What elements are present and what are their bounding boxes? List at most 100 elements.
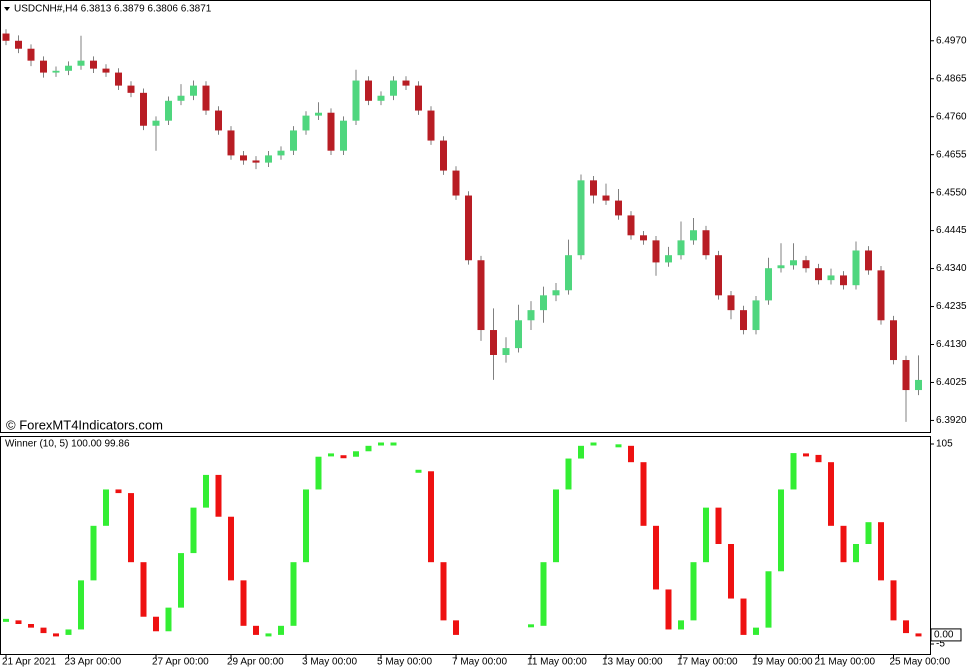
indicator-step: [228, 516, 234, 581]
indicator-step: [328, 453, 334, 457]
indicator-step: [803, 453, 809, 457]
candle-body: [715, 255, 722, 296]
indicator-step: [203, 474, 209, 508]
indicator-step: [65, 629, 72, 635]
candle-body: [265, 155, 272, 163]
candle-body: [365, 80, 372, 101]
y-tick-label: -5: [936, 639, 945, 650]
indicator-step: [103, 489, 109, 526]
candle-body: [290, 130, 297, 151]
candle-body: [327, 112, 335, 151]
candle-body: [40, 60, 47, 73]
indicator-step: [415, 469, 422, 473]
candle-body: [227, 130, 235, 156]
x-tick-label: 27 Apr 00:00: [152, 657, 209, 668]
candle-body: [452, 170, 460, 196]
indicator-step: [765, 571, 772, 628]
candle-body: [302, 115, 310, 131]
indicator-step: [628, 445, 634, 463]
candle-body: [615, 200, 622, 216]
indicator-step: [53, 633, 59, 637]
x-tick-label: 21 May 00:00: [815, 657, 876, 668]
candle-body: [527, 310, 535, 321]
candle-body: [77, 60, 85, 66]
indicator-step: [678, 620, 684, 630]
indicator-step: [440, 562, 447, 621]
candle-body: [90, 60, 97, 69]
candle-body: [2, 33, 10, 41]
candle-body: [140, 92, 147, 126]
main-pane: [0, 0, 931, 433]
candle-body: [627, 215, 635, 236]
indicator-step: [390, 442, 397, 446]
indicator-step: [903, 620, 909, 634]
x-tick-label: 19 May 00:00: [752, 657, 813, 668]
candle-body: [115, 72, 122, 86]
indicator-step: [253, 625, 259, 635]
candle-body: [352, 80, 360, 121]
x-tick-label: 23 Apr 00:00: [65, 657, 122, 668]
candle-body: [727, 295, 735, 311]
x-tick-label: 29 Apr 00:00: [227, 657, 284, 668]
candle-body: [777, 265, 785, 269]
candle-body: [340, 120, 347, 151]
candle-body: [202, 85, 210, 111]
indicator-step: [128, 493, 134, 563]
indicator-step: [190, 507, 197, 554]
candle-body: [515, 320, 522, 349]
candle-body: [377, 95, 385, 101]
y-tick-label: 6.4130: [936, 339, 967, 350]
indicator-step: [703, 507, 709, 563]
indicator-step: [728, 544, 734, 599]
menu-arrow[interactable]: [4, 7, 10, 11]
candle-body: [665, 255, 672, 263]
candle-body: [677, 240, 685, 256]
x-tick-label: 21 Apr 2021: [2, 657, 56, 668]
indicator-step: [40, 627, 47, 634]
indicator-step: [378, 442, 384, 446]
candle-body: [815, 268, 822, 281]
indicator-step: [640, 462, 647, 526]
indicator-step: [565, 458, 572, 490]
x-tick-label: 11 May 00:00: [527, 657, 587, 668]
candle-body: [565, 255, 572, 291]
x-tick-label: 5 May 00:00: [377, 657, 432, 668]
candle-body: [490, 330, 497, 355]
y-tick-label: 6.4340: [936, 263, 967, 274]
candle-body: [102, 68, 110, 73]
candle-body: [552, 290, 560, 296]
y-tick-label: 6.4445: [936, 225, 967, 236]
indicator-step: [15, 620, 22, 624]
indicator-step: [715, 507, 722, 544]
candle-body: [402, 80, 410, 86]
indicator-step: [690, 562, 697, 621]
indicator-step: [290, 562, 297, 626]
candle-body: [827, 275, 835, 281]
x-tick-label: 25 May 00:00: [890, 657, 951, 668]
indicator-step: [840, 525, 847, 563]
indicator-step: [540, 562, 547, 626]
indicator-step: [3, 618, 9, 622]
candle-body: [465, 195, 472, 261]
indicator-step: [153, 616, 159, 632]
indicator-step: [240, 580, 247, 626]
indicator-step: [815, 454, 822, 463]
indicator-step: [78, 580, 84, 630]
candle-body: [890, 320, 897, 361]
indicator-step: [340, 455, 347, 459]
indicator-step: [315, 456, 322, 490]
candle-body: [640, 235, 647, 241]
candle-body: [315, 112, 322, 116]
x-tick-label: 17 May 00:00: [677, 657, 738, 668]
candle-body: [215, 110, 222, 131]
candle-body: [427, 110, 435, 141]
indicator-step: [90, 525, 97, 581]
candle-body: [540, 295, 547, 311]
indicator-step: [278, 625, 284, 635]
candle-body: [802, 260, 810, 269]
indicator-step: [915, 633, 922, 637]
candle-body: [752, 300, 760, 331]
y-tick-label: 6.4655: [936, 149, 967, 160]
candle-body: [440, 140, 447, 171]
indicator-step: [28, 624, 34, 628]
